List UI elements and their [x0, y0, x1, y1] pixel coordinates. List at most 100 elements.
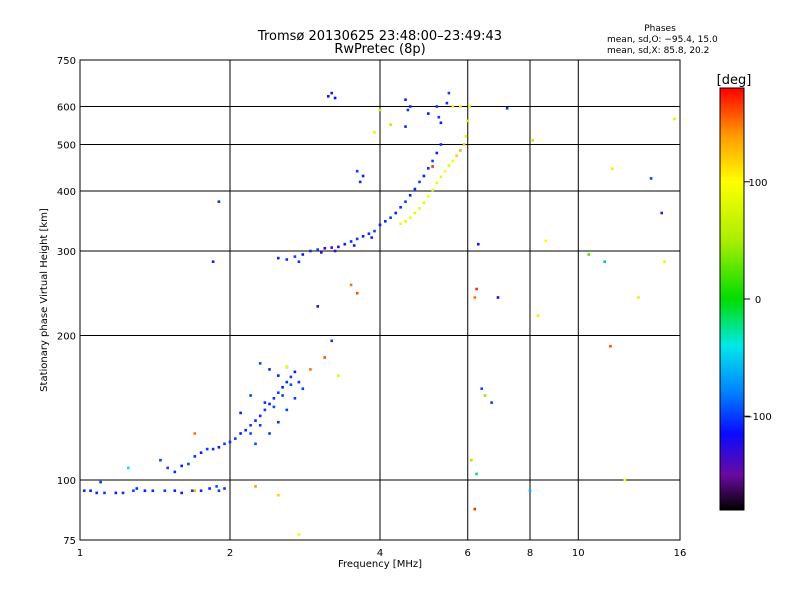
data-point [408, 194, 412, 197]
data-point [404, 220, 407, 223]
colorbar-tick-label: −100 [744, 412, 771, 423]
data-point [443, 169, 447, 173]
data-point [83, 489, 86, 492]
x-tick-label: 8 [527, 548, 533, 559]
data-point [239, 432, 242, 435]
data-point [447, 91, 451, 95]
data-point [151, 489, 155, 492]
data-point [373, 131, 376, 134]
data-point [473, 507, 477, 511]
data-point [211, 260, 215, 263]
data-point [89, 489, 92, 492]
data-point [316, 248, 319, 251]
data-point [254, 485, 257, 488]
x-tick-label: 2 [227, 548, 233, 559]
data-point [477, 242, 480, 246]
plot-frame [79, 59, 681, 541]
data-point [660, 211, 663, 215]
data-point [277, 420, 280, 424]
data-point [191, 489, 194, 492]
data-point [483, 394, 487, 397]
data-point [211, 447, 215, 451]
data-point [301, 253, 305, 256]
data-point [413, 187, 417, 191]
data-point [337, 374, 340, 377]
data-point [673, 117, 676, 121]
data-point [349, 240, 353, 243]
data-point [439, 121, 443, 125]
data-point [505, 107, 509, 110]
data-point [349, 283, 353, 287]
data-point [173, 489, 177, 492]
data-point [480, 387, 483, 390]
y-axis-label: Stationary phase Virtual Height [km] [39, 208, 50, 392]
data-point [193, 489, 197, 492]
x-axis-label: Frequency [MHz] [338, 559, 422, 570]
data-point [384, 220, 387, 223]
data-point [466, 119, 469, 123]
data-point [323, 247, 327, 250]
data-point [180, 491, 183, 495]
data-point [327, 95, 330, 98]
data-point [404, 200, 407, 203]
y-tick-label: 75 [63, 536, 76, 547]
data-point [293, 370, 297, 374]
data-point [623, 478, 627, 482]
data-point [277, 256, 280, 260]
data-point [263, 401, 267, 404]
data-point [285, 408, 289, 412]
colorbar [719, 87, 745, 511]
data-point [297, 380, 301, 384]
data-point [496, 296, 500, 299]
data-point [431, 159, 434, 163]
data-point [244, 428, 247, 432]
data-point [462, 143, 466, 146]
data-point [355, 237, 359, 241]
data-point [199, 489, 203, 492]
chart-subtitle: RwPretec (8p) [334, 42, 425, 57]
data-point [422, 174, 426, 178]
data-point [528, 489, 532, 492]
data-point [343, 242, 347, 246]
stats-heading: Phases [644, 24, 676, 34]
data-point [475, 472, 478, 476]
data-point [475, 287, 478, 291]
data-point [127, 466, 130, 470]
x-tick-label: 16 [674, 548, 687, 559]
data-point [217, 200, 221, 203]
data-point [399, 222, 402, 225]
data-point [408, 105, 412, 108]
data-point [263, 408, 267, 412]
data-point [293, 397, 297, 400]
data-point [464, 135, 468, 138]
data-point [132, 489, 135, 492]
data-point [418, 180, 421, 184]
data-point [234, 437, 237, 440]
data-point [399, 206, 402, 209]
data-point [603, 260, 606, 263]
data-point [323, 356, 327, 359]
data-point [637, 296, 640, 299]
data-point [249, 432, 252, 435]
grid [80, 60, 680, 540]
data-point [330, 91, 333, 95]
data-point [422, 201, 426, 205]
data-point [239, 411, 242, 415]
data-point [373, 229, 376, 233]
data-point [531, 139, 534, 142]
data-point [249, 424, 252, 427]
data-point [193, 455, 197, 458]
data-point [439, 175, 443, 179]
data-point [330, 339, 333, 343]
colorbar-tick-label: 100 [748, 178, 767, 189]
axis-ticks: 1 2 4 6 8 10 16 75 100 200 300 400 500 600 750 [57, 56, 686, 559]
data-point [159, 458, 162, 462]
data-point [187, 462, 190, 466]
data-point [254, 419, 257, 422]
data-point [418, 207, 421, 210]
data-point [330, 246, 333, 249]
chart-title: Tromsø 20130625 23:48:00–23:49:43 [257, 29, 502, 44]
data-point [394, 211, 397, 215]
data-point [337, 245, 340, 249]
